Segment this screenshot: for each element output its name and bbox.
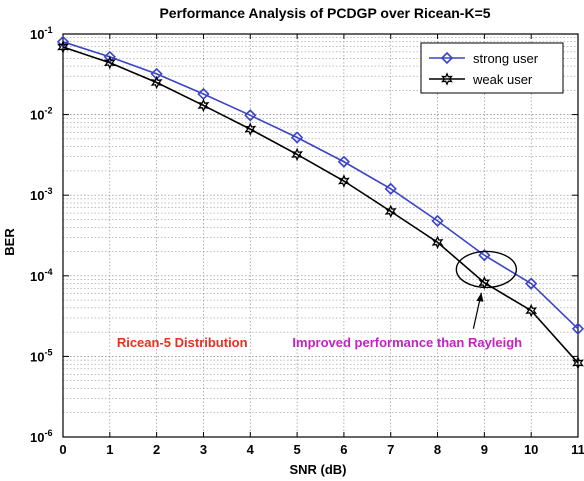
- data-point: [56, 35, 70, 48]
- x-tick-label: 1: [106, 442, 113, 457]
- highlight-arrow-head: [476, 292, 484, 302]
- data-point: [431, 214, 444, 228]
- data-point: [525, 303, 538, 318]
- y-tick-label: 10-1: [30, 25, 52, 42]
- x-tick-label: 6: [340, 442, 347, 457]
- legend: strong user weak user: [420, 42, 564, 94]
- data-point: [197, 98, 210, 113]
- legend-label: strong user: [473, 51, 539, 66]
- chart-title: Performance Analysis of PCDGP over Ricea…: [159, 5, 490, 21]
- y-tick-label: 10-4: [30, 267, 52, 284]
- x-tick-label: 2: [153, 442, 160, 457]
- x-tick-label: 8: [434, 442, 441, 457]
- x-tick-label: 0: [59, 442, 66, 457]
- x-tick-label: 11: [571, 442, 584, 457]
- x-tick-label: 4: [247, 442, 255, 457]
- data-point: [57, 40, 69, 54]
- legend-box: [420, 42, 564, 94]
- data-point: [478, 249, 491, 262]
- y-axis-label: BER: [2, 228, 17, 256]
- data-point: [572, 356, 584, 370]
- data-point: [103, 55, 116, 70]
- x-tick-label: 3: [200, 442, 207, 457]
- data-point: [384, 182, 397, 195]
- legend-label: weak user: [472, 72, 533, 87]
- x-tick-label: 9: [481, 442, 488, 457]
- y-tick-label: 10-2: [30, 106, 52, 123]
- data-point: [244, 109, 257, 122]
- y-tick-label: 10-3: [30, 186, 52, 203]
- data-point: [571, 322, 584, 335]
- annotation-text: Ricean-5 Distribution: [117, 335, 248, 350]
- series-strong-user: [56, 35, 584, 335]
- data-point: [244, 122, 257, 136]
- data-point: [431, 235, 444, 250]
- data-point: [338, 174, 350, 188]
- x-tick-label: 7: [387, 442, 394, 457]
- data-point: [525, 277, 538, 290]
- data-point: [384, 204, 397, 219]
- plot-background: [63, 34, 578, 437]
- y-tick-label: 10-6: [30, 428, 52, 445]
- data-point: [291, 147, 303, 162]
- data-point: [290, 131, 304, 144]
- legend-marker: [441, 72, 453, 86]
- data-point: [337, 155, 351, 168]
- grid: [62, 34, 579, 438]
- y-tick-label: 10-5: [30, 347, 52, 364]
- highlight-ellipse: [455, 250, 518, 289]
- plot-frame: [62, 33, 579, 438]
- legend-marker: [440, 51, 454, 65]
- data-point: [150, 75, 163, 90]
- axes: 0 1 2 3 4 5 6 7 8 9 10 11 10-1 10-2 10-3 10-4 10-5 10-6: [30, 25, 584, 457]
- data-point: [103, 50, 116, 64]
- x-tick-label: 5: [293, 442, 300, 457]
- x-axis-label: SNR (dB): [289, 462, 346, 477]
- series-line: [62, 41, 579, 330]
- annotation-text: Improved performance than Rayleigh: [292, 335, 522, 350]
- x-tick-label: 10: [524, 442, 538, 457]
- annotation-layer: Ricean-5 Distribution Improved performanc…: [117, 250, 522, 350]
